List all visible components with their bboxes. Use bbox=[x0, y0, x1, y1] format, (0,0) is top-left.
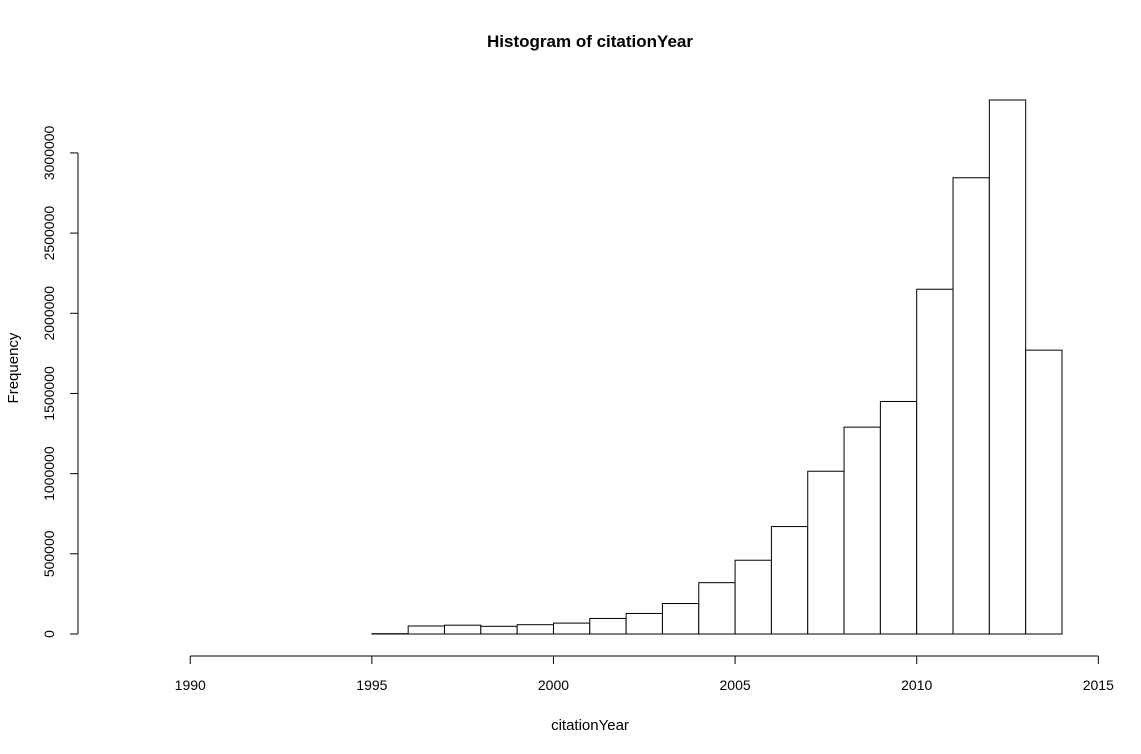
histogram-bar bbox=[770, 526, 809, 635]
y-tick-label: 1500000 bbox=[41, 366, 57, 421]
histogram-bar bbox=[516, 624, 554, 635]
histogram-bar bbox=[480, 625, 518, 635]
histogram-bar bbox=[552, 622, 591, 635]
histogram-bar bbox=[661, 603, 700, 635]
y-tick-label: 2500000 bbox=[41, 206, 57, 261]
y-tick-label: 0 bbox=[41, 630, 57, 638]
histogram-bar bbox=[843, 426, 881, 635]
histogram-bar bbox=[916, 288, 954, 635]
histogram-bar bbox=[807, 470, 845, 635]
x-tick-label: 2010 bbox=[901, 677, 932, 693]
y-tick-label: 500000 bbox=[41, 530, 57, 577]
y-axis-label: Frequency bbox=[5, 332, 22, 403]
x-tick-label: 2015 bbox=[1083, 677, 1114, 693]
bars-group bbox=[371, 99, 1063, 635]
chart-title: Histogram of citationYear bbox=[487, 32, 693, 51]
x-tick-label: 1995 bbox=[356, 677, 387, 693]
histogram-bar bbox=[407, 625, 445, 635]
histogram-bar bbox=[988, 99, 1027, 635]
histogram-bar bbox=[952, 177, 990, 635]
x-axis-label: citationYear bbox=[551, 717, 629, 734]
y-tick-label: 2000000 bbox=[41, 286, 57, 341]
histogram-bar bbox=[1025, 349, 1063, 635]
y-axis: 0 500000 1000000 1500000 2000000 2500000 30000… bbox=[41, 125, 79, 638]
x-tick-label: 2005 bbox=[720, 677, 751, 693]
y-tick-label: 1000000 bbox=[41, 446, 57, 501]
histogram-bar bbox=[625, 612, 663, 635]
histogram-bar bbox=[879, 400, 918, 635]
x-tick-label: 1990 bbox=[175, 677, 206, 693]
y-tick-label: 3000000 bbox=[41, 125, 57, 180]
histogram-bar bbox=[444, 624, 482, 635]
x-axis: 1990 1995 2000 2005 2010 2015 bbox=[175, 655, 1114, 693]
histogram-bar bbox=[734, 559, 772, 635]
histogram-bar bbox=[589, 617, 627, 635]
x-tick-label: 2000 bbox=[538, 677, 569, 693]
histogram-bar bbox=[698, 582, 736, 635]
